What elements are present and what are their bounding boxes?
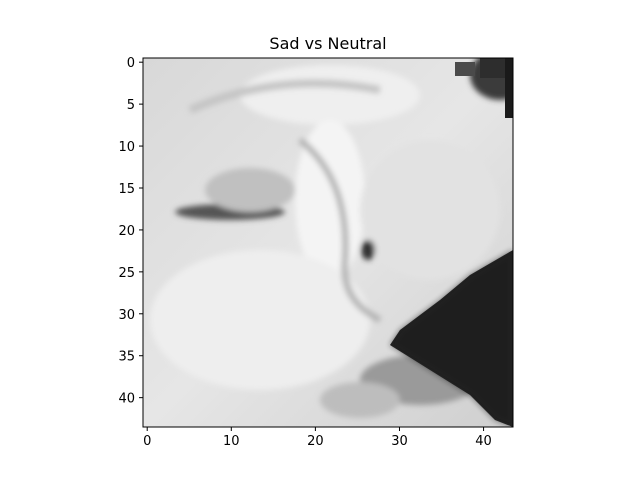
x-tick-label: 40 [475, 434, 492, 449]
y-tick-label: 25 [118, 266, 135, 281]
y-tick-label: 15 [118, 182, 135, 197]
heatmap-image [143, 58, 513, 427]
y-axis: 0 5 10 15 20 25 30 35 40 [118, 56, 143, 407]
x-tick-label: 0 [143, 434, 151, 449]
y-tick-label: 30 [118, 308, 135, 323]
x-tick-label: 10 [223, 434, 240, 449]
plot-frame [142, 57, 514, 428]
x-tick-label: 30 [391, 434, 408, 449]
y-tick-label: 40 [118, 392, 135, 407]
y-tick-label: 10 [118, 140, 135, 155]
y-tick-label: 0 [127, 56, 135, 71]
y-tick-label: 35 [118, 350, 135, 365]
x-tick-label: 20 [307, 434, 324, 449]
y-tick-label: 20 [118, 224, 135, 239]
y-tick-label: 5 [127, 98, 135, 113]
x-axis: 0 10 20 30 40 [143, 427, 492, 449]
chart-title: Sad vs Neutral [269, 34, 386, 53]
